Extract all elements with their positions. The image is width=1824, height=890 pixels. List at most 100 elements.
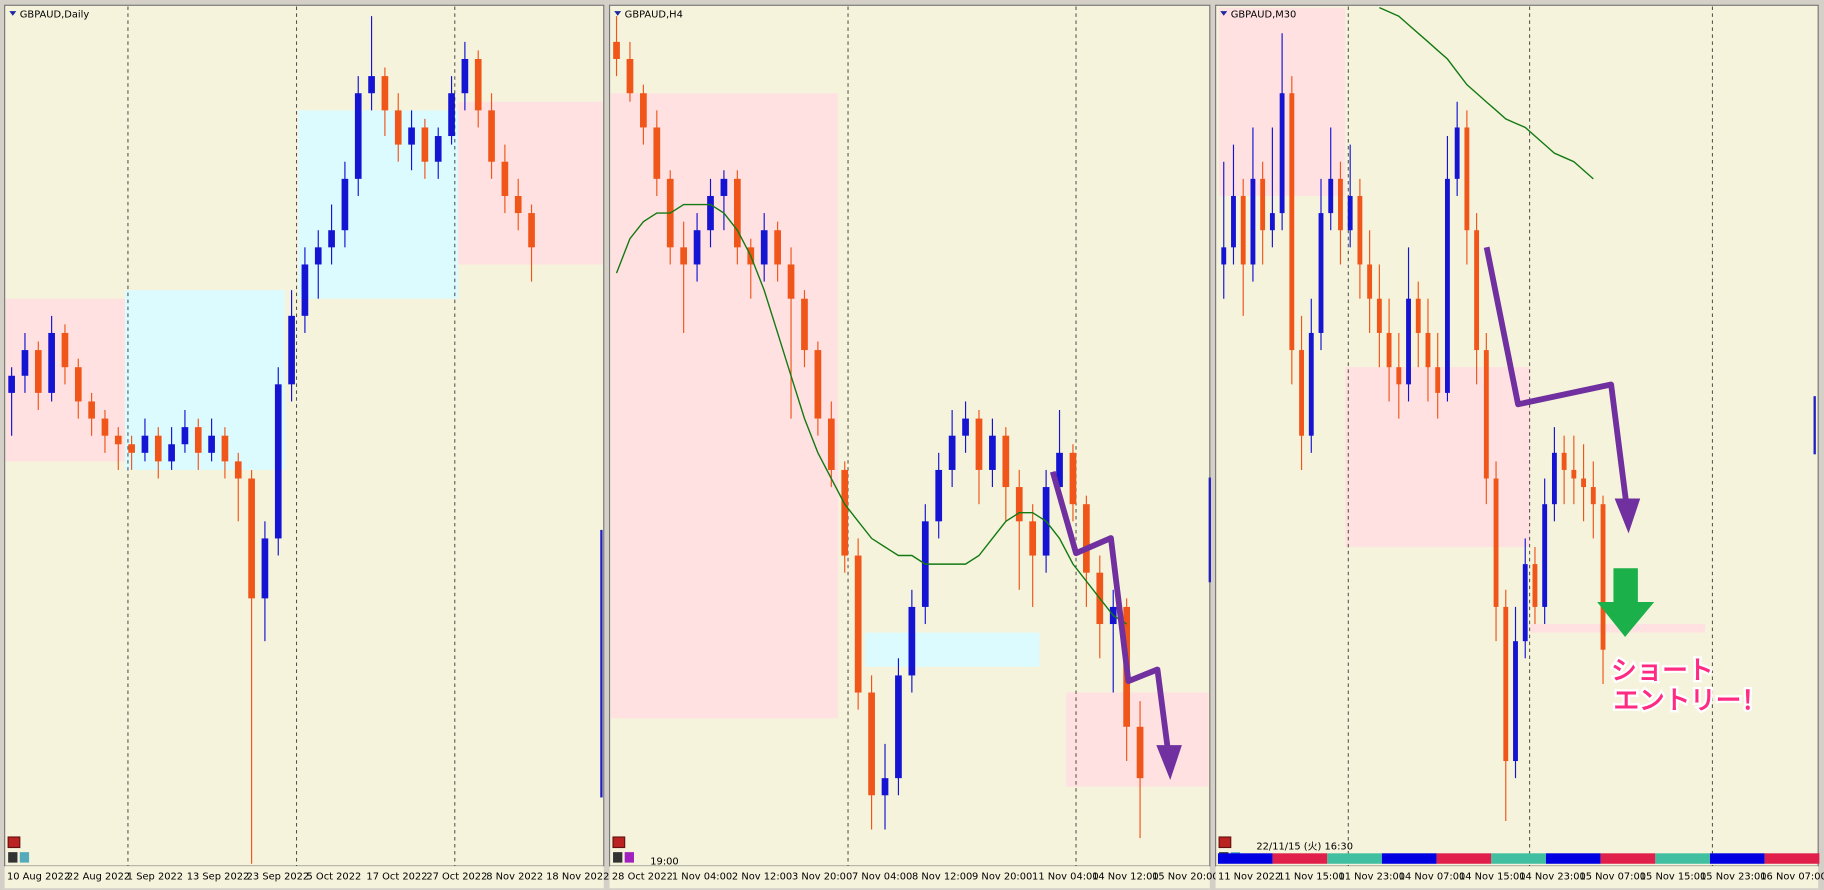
mode-button[interactable]	[8, 852, 18, 863]
candle-body	[314, 247, 322, 265]
session-bar	[1491, 853, 1546, 864]
annotation: ショート	[1611, 656, 1713, 686]
candle-body	[1367, 264, 1373, 299]
candle-body	[1551, 452, 1557, 505]
candle-body	[1279, 93, 1285, 214]
x-tick-label: 23 Sep 2022	[247, 872, 310, 883]
candle-body	[1590, 487, 1596, 505]
x-tick-label: 14 Nov 23:00	[1519, 872, 1586, 883]
candle-body	[827, 418, 835, 470]
x-tick-label: 17 Oct 2022	[366, 872, 427, 883]
candle-body	[288, 315, 295, 385]
candle-body	[975, 418, 983, 470]
x-tick-label: 11 Nov 23:00	[1338, 872, 1405, 883]
candle-body	[421, 127, 429, 162]
candle-body	[1522, 564, 1528, 642]
x-tick-label: 14 Nov 12:00	[1092, 872, 1159, 883]
candle-body	[461, 58, 469, 94]
close-button[interactable]	[612, 836, 626, 849]
candle-body	[693, 230, 701, 265]
candle-body	[274, 384, 282, 539]
candle-body	[1474, 230, 1480, 351]
candle-body	[1435, 367, 1441, 393]
mode-button[interactable]	[19, 852, 30, 863]
candle-body	[760, 230, 768, 265]
x-tick-label: 8 Nov 12:00	[912, 872, 972, 883]
candle-body	[1260, 178, 1266, 231]
candle-body	[948, 435, 956, 470]
x-tick-label: 2 Nov 12:00	[732, 872, 792, 883]
candle-body	[501, 161, 509, 196]
candle-body	[21, 350, 29, 376]
candle-body	[368, 76, 375, 94]
zone	[1530, 624, 1706, 633]
mode-button[interactable]	[624, 852, 634, 863]
time-axis	[4, 866, 604, 889]
candle-body	[1454, 127, 1460, 179]
candle-body	[1386, 332, 1392, 368]
candle-body	[514, 195, 522, 214]
candle-body	[1240, 195, 1246, 265]
candle-body	[408, 127, 415, 145]
candle-body	[381, 76, 389, 111]
candle-body	[895, 675, 902, 779]
candle-body	[1542, 504, 1548, 607]
candle-body	[1308, 332, 1314, 436]
x-tick-label: 15 Nov 20:00	[1152, 872, 1219, 883]
candle-body	[1503, 606, 1509, 762]
candle-body	[881, 778, 889, 796]
candle-body	[1015, 487, 1023, 522]
x-tick-label: 13 Sep 2022	[187, 872, 250, 883]
x-tick-label: 28 Oct 2022	[612, 872, 673, 883]
candle-body	[1425, 332, 1431, 368]
candle-body	[801, 298, 808, 351]
x-tick-label: 1 Nov 04:00	[672, 872, 732, 883]
candle-body	[1376, 298, 1382, 333]
candle-body	[101, 418, 109, 436]
candle-body	[248, 478, 255, 599]
candle-body	[208, 435, 215, 453]
candle-body	[154, 435, 162, 462]
candle-body	[774, 230, 781, 265]
candle-body	[1002, 435, 1010, 488]
candle-body	[1464, 127, 1470, 231]
session-bar	[1217, 853, 1273, 864]
candle-body	[181, 427, 189, 445]
candle-body	[1483, 350, 1489, 479]
candle-body	[908, 606, 916, 676]
x-tick-label: 16 Nov 07:00	[1760, 872, 1824, 883]
candle-body	[1136, 726, 1144, 779]
candle-body	[1357, 195, 1363, 265]
candle-body	[1299, 350, 1304, 436]
candle-body	[1029, 521, 1037, 556]
close-button[interactable]	[1218, 836, 1232, 849]
session-bar	[1764, 853, 1820, 864]
candle-body	[234, 461, 242, 479]
candle-body	[141, 435, 149, 453]
close-button[interactable]	[7, 836, 21, 849]
candle-body	[128, 444, 135, 453]
candle-body	[1561, 452, 1567, 470]
x-tick-label: 1 Sep 2022	[127, 872, 183, 883]
candle-body	[613, 41, 620, 59]
plot-area	[5, 6, 603, 867]
chart-title: GBPAUD,H4	[625, 10, 683, 21]
candle-body	[1069, 452, 1077, 505]
entry-arrow	[1597, 568, 1655, 637]
scrollbar	[1208, 477, 1211, 583]
x-tick-label: 10 Aug 2022	[7, 872, 70, 883]
candle-body	[1269, 213, 1275, 231]
candle-body	[1415, 298, 1421, 333]
trend-arrow	[1483, 246, 1631, 513]
session-bar	[1655, 853, 1710, 864]
candle-body	[261, 538, 269, 599]
candle-body	[989, 435, 996, 470]
candle-body	[1338, 178, 1343, 231]
title-arrow	[1220, 11, 1228, 16]
candle-body	[1532, 564, 1538, 607]
candle-body	[640, 93, 647, 128]
title-arrow	[9, 11, 17, 16]
mode-button[interactable]	[613, 852, 623, 863]
candle-body	[787, 264, 795, 299]
candle-body	[194, 427, 202, 453]
